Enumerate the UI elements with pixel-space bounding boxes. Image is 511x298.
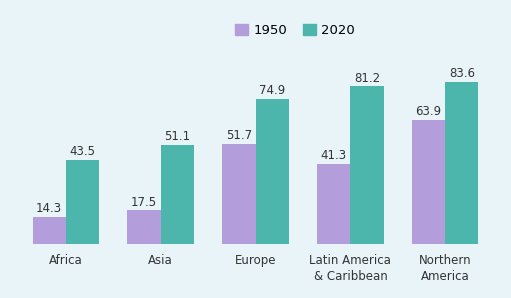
Text: 17.5: 17.5: [131, 196, 157, 209]
Text: 81.2: 81.2: [354, 72, 380, 85]
Text: 63.9: 63.9: [415, 105, 442, 118]
Text: 14.3: 14.3: [36, 202, 62, 215]
Text: 43.5: 43.5: [69, 145, 96, 158]
Bar: [317, 164, 351, 244]
Bar: [33, 217, 66, 244]
Bar: [256, 99, 289, 244]
Text: 83.6: 83.6: [449, 67, 475, 80]
Bar: [160, 145, 194, 244]
Legend: 1950, 2020: 1950, 2020: [229, 18, 360, 42]
Text: 41.3: 41.3: [321, 149, 347, 162]
Text: 74.9: 74.9: [259, 84, 285, 97]
Bar: [351, 86, 384, 244]
Bar: [445, 82, 478, 244]
Text: 51.7: 51.7: [226, 129, 252, 142]
Bar: [127, 210, 160, 244]
Bar: [66, 160, 99, 244]
Bar: [222, 144, 256, 244]
Bar: [412, 120, 445, 244]
Text: 51.1: 51.1: [164, 130, 190, 143]
